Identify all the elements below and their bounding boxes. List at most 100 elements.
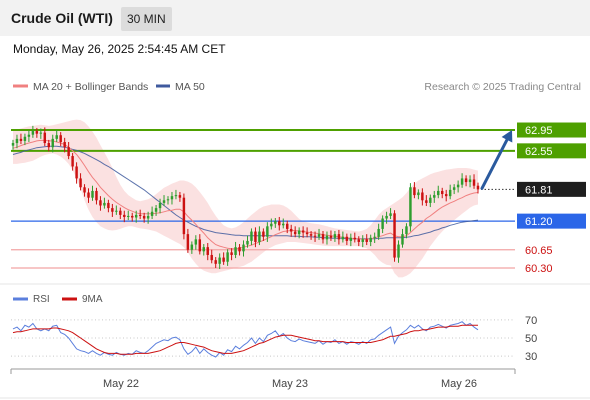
- price-level-tag: [517, 122, 586, 138]
- candle-body: [313, 235, 317, 237]
- candle-body: [230, 252, 233, 255]
- candle-body: [242, 244, 245, 252]
- candle-body: [373, 236, 376, 238]
- candle-body: [158, 202, 162, 209]
- candle-body: [441, 190, 444, 195]
- candle-body: [214, 260, 217, 264]
- candle-body: [182, 197, 186, 235]
- candle-body: [278, 221, 281, 226]
- moving-averages: [12, 139, 479, 250]
- candle-body: [47, 143, 50, 148]
- bollinger-band: [13, 119, 478, 278]
- x-tick-label: May 22: [103, 378, 139, 390]
- candle-body: [258, 231, 261, 242]
- candle-body: [468, 179, 472, 183]
- candle-body: [286, 223, 289, 229]
- forecast-arrow-head: [501, 130, 513, 143]
- candle-body: [401, 234, 404, 245]
- candle-body: [131, 215, 134, 218]
- candle-body: [107, 202, 110, 209]
- legend-rsi-ma-label: 9MA: [82, 294, 103, 305]
- candles: [11, 125, 480, 270]
- candle-body: [353, 237, 357, 240]
- candle-body: [67, 147, 70, 157]
- x-axis: May 22 May 23 May 26: [103, 378, 477, 390]
- candle-body: [63, 141, 66, 148]
- candle-body: [35, 131, 39, 134]
- candle-body: [111, 208, 114, 212]
- legend-rsi-ma-swatch: [62, 297, 77, 301]
- candle-body: [166, 199, 170, 201]
- candle-body: [186, 234, 190, 250]
- candle-body: [369, 237, 372, 242]
- candle-body: [210, 254, 213, 261]
- candle-body: [59, 135, 62, 142]
- candle-body: [460, 178, 464, 185]
- candle-body: [123, 214, 126, 217]
- candle-body: [71, 156, 74, 167]
- candle-body: [95, 190, 98, 201]
- x-tick-label: May 23: [272, 378, 308, 390]
- legend-ma20-swatch: [13, 84, 28, 88]
- candle-body: [206, 247, 209, 255]
- candle-body: [262, 231, 265, 237]
- candle-body: [433, 195, 436, 198]
- candle-body: [448, 189, 452, 197]
- candle-body: [329, 235, 333, 238]
- candle-body: [305, 232, 309, 235]
- candle-body: [75, 166, 78, 179]
- candle-body: [393, 213, 396, 258]
- candle-body: [389, 213, 392, 216]
- candle-body: [170, 196, 174, 200]
- price-level-label: 61.20: [525, 216, 553, 228]
- candle-body: [134, 214, 138, 218]
- bollinger-band-area: [13, 119, 478, 278]
- legend-ma20-label: MA 20 + Bollinger Bands: [33, 81, 148, 93]
- forecast-arrow: [480, 130, 513, 190]
- price-level-label: 61.81: [525, 184, 553, 196]
- candle-body: [381, 218, 384, 229]
- candle-body: [91, 190, 94, 198]
- candle-body: [138, 214, 142, 216]
- candle-body: [31, 131, 35, 135]
- candle-body: [51, 138, 54, 148]
- candle-body: [154, 208, 158, 212]
- price-level-label: 60.30: [525, 263, 553, 275]
- legend-main: MA 20 + Bollinger Bands MA 50 Research ©…: [13, 81, 581, 93]
- candle-body: [429, 197, 432, 203]
- candle-body: [250, 231, 253, 241]
- candle-body: [266, 226, 269, 237]
- candle-body: [83, 187, 86, 193]
- candle-body: [19, 138, 23, 141]
- candle-body: [301, 230, 305, 233]
- candle-body: [425, 200, 428, 203]
- candle-body: [365, 239, 368, 242]
- candle-body: [162, 200, 166, 203]
- candle-body: [270, 223, 273, 227]
- timeframe-badge[interactable]: 30 MIN: [121, 7, 172, 31]
- candle-body: [456, 184, 460, 188]
- candle-body: [15, 138, 19, 144]
- candle-body: [452, 187, 456, 190]
- candle-body: [87, 192, 90, 198]
- candle-body: [317, 234, 321, 237]
- legend-ma50-swatch: [156, 84, 170, 88]
- rsi-tick-label: 30: [525, 351, 537, 363]
- candle-body: [127, 215, 130, 217]
- x-tick-label: May 26: [441, 378, 477, 390]
- candle-body: [246, 240, 249, 245]
- candle-body: [385, 215, 388, 219]
- price-level-label: 60.65: [525, 245, 553, 257]
- candle-body: [377, 228, 380, 237]
- candle-body: [437, 190, 440, 196]
- candle-body: [150, 211, 154, 216]
- candle-body: [341, 236, 345, 240]
- legend-rsi: RSI 9MA: [13, 294, 103, 305]
- candle-body: [194, 239, 198, 245]
- candle-body: [421, 192, 424, 201]
- candle-body: [202, 247, 205, 252]
- candle-body: [309, 234, 313, 236]
- price-level-label: 62.95: [525, 125, 553, 137]
